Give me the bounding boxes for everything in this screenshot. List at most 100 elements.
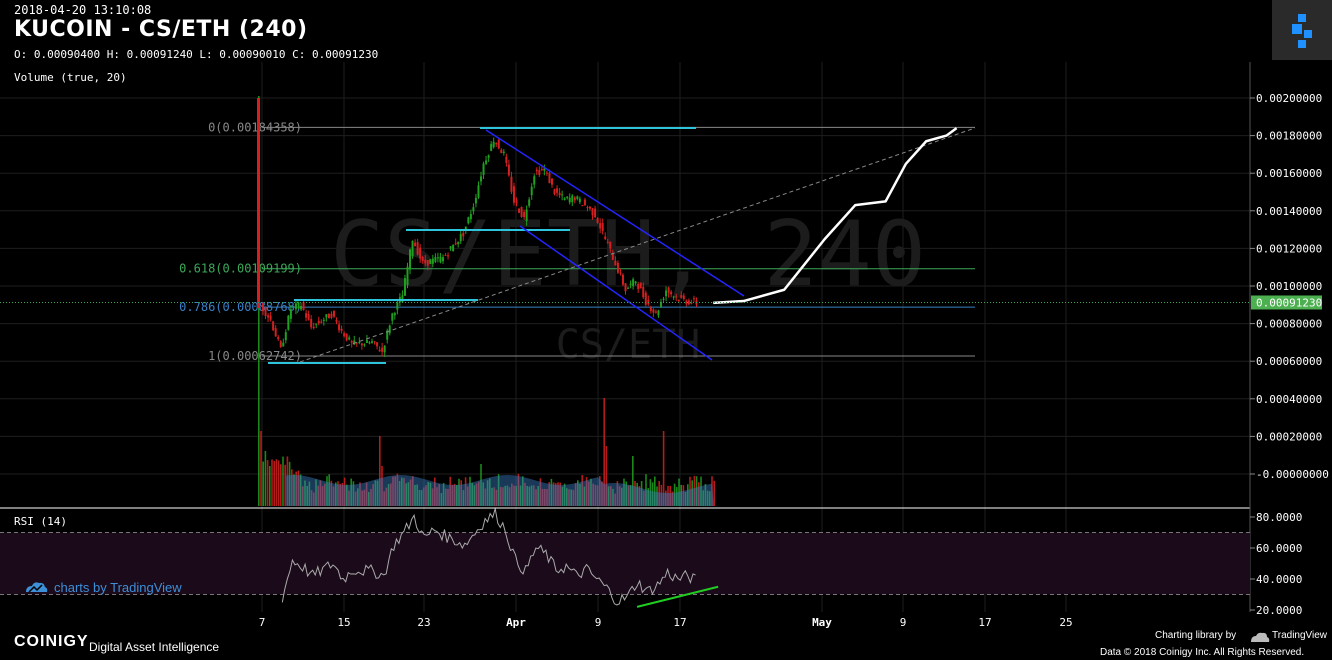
price-tick-label: 0.00140000 — [1256, 205, 1322, 218]
rsi-line — [281, 508, 696, 606]
tradingview-cloud-icon — [24, 580, 48, 600]
candle-body — [429, 259, 432, 264]
volume-bar — [451, 484, 454, 506]
candle-body — [533, 176, 536, 185]
candle-body — [315, 323, 318, 325]
volume-indicator-label[interactable]: Volume (true, 20) — [14, 71, 127, 84]
volume-bar — [711, 476, 713, 506]
volume-bar — [539, 478, 542, 506]
candle-body — [573, 197, 576, 201]
last-price-tag — [1251, 295, 1322, 310]
tradingview-brand[interactable]: charts by TradingView — [54, 580, 182, 595]
volume-bar — [352, 481, 355, 506]
volume-bar — [317, 485, 319, 506]
candle-body — [284, 332, 287, 341]
volume-bar — [706, 490, 709, 506]
price-axis[interactable]: 0.00200000 0.00180000 0.00160000 0.00140000… — [1250, 92, 1329, 481]
channel-lower — [519, 225, 713, 361]
volume-bar — [429, 482, 432, 506]
volume-bar — [350, 478, 352, 506]
candle-body — [414, 242, 417, 247]
volume-bar — [381, 466, 383, 506]
candle-spike — [257, 98, 260, 308]
volume-bar — [640, 481, 643, 506]
volume-bar — [440, 493, 443, 506]
volume-bar — [592, 483, 594, 506]
volume-bar — [638, 486, 641, 506]
candle-body — [659, 301, 662, 307]
rsi-tick-label: 60.0000 — [1256, 542, 1302, 555]
volume-bar — [493, 487, 495, 506]
time-axis[interactable]: 7 15 23 Apr 9 17 May 9 17 25 — [259, 616, 1073, 629]
volume-bar — [665, 490, 667, 506]
candle-body — [518, 208, 521, 213]
candle-body — [553, 189, 556, 195]
candle-body — [332, 310, 335, 317]
volume-bar — [506, 485, 509, 506]
candle-body — [657, 310, 660, 316]
coinigy-logo-icon[interactable] — [1272, 0, 1332, 60]
volume-bar — [528, 486, 531, 506]
candle-body — [378, 349, 381, 352]
candle-body — [274, 328, 277, 337]
volume-bar — [434, 477, 436, 506]
volume-bar — [464, 477, 467, 506]
volume-bar — [537, 485, 539, 506]
volume-bar — [425, 485, 427, 506]
volume-bar — [332, 486, 335, 506]
volume-bar — [511, 483, 513, 506]
candle-body — [578, 198, 581, 203]
volume-bar — [625, 481, 627, 506]
tradingview-small-icon — [1250, 629, 1270, 648]
volume-bar — [282, 456, 284, 506]
candle-body — [677, 299, 680, 301]
candle-body — [411, 241, 414, 257]
tradingview-credit[interactable]: TradingView — [1272, 630, 1328, 641]
volume-bar — [442, 482, 445, 506]
price-tick-label: 0.00060000 — [1256, 355, 1322, 368]
volume-bar — [346, 484, 348, 506]
volume-bar — [601, 481, 603, 506]
trend-drawings[interactable] — [0, 127, 1250, 364]
candle-body — [662, 298, 665, 300]
volume-bar — [577, 480, 579, 506]
timestamp: 2018-04-20 13:10:08 — [14, 3, 152, 17]
volume-bar — [354, 491, 357, 506]
last-price-label: 0.00091230 — [1256, 296, 1322, 309]
volume-bar — [480, 464, 482, 506]
volume-bar — [548, 482, 550, 506]
candle-body — [327, 313, 330, 319]
candle-body — [350, 341, 353, 343]
volume-bar — [583, 486, 586, 506]
candle-body — [292, 306, 295, 308]
candle-body — [614, 260, 617, 266]
channel-upper — [485, 129, 745, 297]
candle-body — [459, 234, 462, 242]
volume-bar — [363, 489, 366, 506]
candle-body — [403, 278, 406, 296]
candle-body — [457, 241, 460, 245]
candle-body — [409, 249, 412, 270]
volume-bar — [319, 480, 322, 506]
volume-bar — [522, 476, 524, 506]
candle-body — [335, 320, 338, 322]
volume-bar — [361, 490, 363, 506]
candle-body — [594, 208, 597, 218]
candle-body — [629, 283, 632, 285]
volume-ma — [286, 475, 714, 506]
volume-bar — [561, 486, 564, 506]
volume-bar — [398, 481, 401, 506]
candle-body — [667, 287, 670, 293]
volume-bar — [680, 484, 682, 506]
volume-bar — [339, 483, 341, 506]
volume-bar — [412, 476, 414, 506]
candle-body — [454, 243, 457, 245]
volume-bar — [308, 481, 311, 506]
volume-bar — [460, 480, 462, 506]
volume-bar — [603, 398, 605, 506]
volume-bar — [599, 476, 601, 506]
volume-bar — [495, 489, 498, 506]
rsi-indicator-label[interactable]: RSI (14) — [14, 515, 67, 528]
volume-bar — [471, 482, 473, 506]
